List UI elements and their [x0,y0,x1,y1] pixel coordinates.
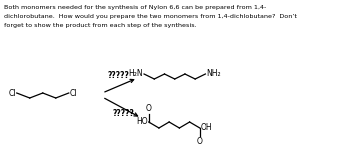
Text: dichlorobutane.  How would you prepare the two monomers from 1,4-dichlobutane?  : dichlorobutane. How would you prepare th… [4,14,296,19]
Text: H₂N: H₂N [128,70,143,79]
Text: ?????: ????? [107,72,129,80]
Text: forget to show the product from each step of the synthesis.: forget to show the product from each ste… [4,23,196,28]
Text: HO: HO [136,118,148,127]
Text: ?????: ????? [113,109,134,118]
Text: O: O [146,104,152,113]
Text: NH₂: NH₂ [206,70,221,79]
Text: Both monomers needed for the synthesis of Nylon 6,6 can be prepared from 1,4-: Both monomers needed for the synthesis o… [4,5,266,10]
Text: Cl: Cl [8,88,16,97]
Text: Cl: Cl [70,88,77,97]
Text: OH: OH [201,124,212,133]
Text: O: O [197,137,203,146]
